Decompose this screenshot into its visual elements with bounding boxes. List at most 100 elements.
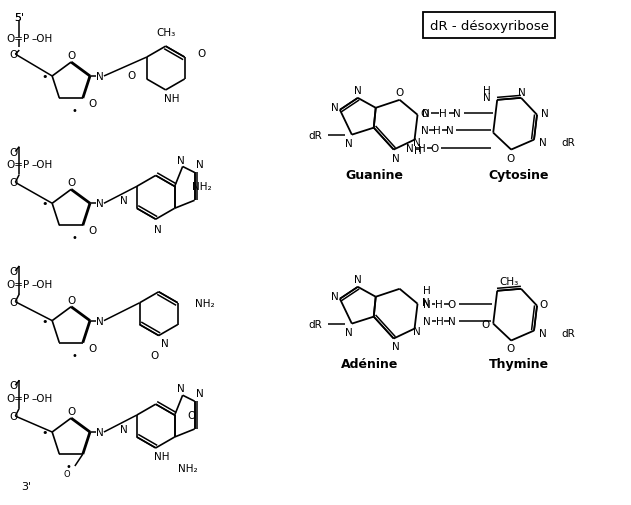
- Text: O: O: [430, 143, 439, 154]
- Text: H: H: [418, 143, 425, 154]
- Text: O: O: [9, 50, 18, 60]
- Text: Thymine: Thymine: [489, 357, 549, 370]
- Text: CH₃: CH₃: [156, 28, 175, 38]
- Text: O=P: O=P: [6, 34, 30, 44]
- Text: N: N: [452, 109, 460, 119]
- Text: NH₂: NH₂: [194, 298, 214, 308]
- Text: O: O: [127, 71, 136, 81]
- Text: N: N: [96, 316, 104, 326]
- Text: N: N: [445, 125, 453, 135]
- Text: N: N: [422, 297, 429, 307]
- Text: 3': 3': [21, 481, 32, 491]
- Text: 5': 5': [15, 13, 25, 23]
- Text: O: O: [9, 266, 18, 276]
- Text: H: H: [483, 86, 491, 96]
- Text: O: O: [506, 344, 514, 354]
- Text: N: N: [423, 316, 430, 326]
- Text: N: N: [539, 328, 547, 338]
- Text: N: N: [96, 199, 104, 209]
- Text: N: N: [413, 326, 420, 336]
- Text: Guanine: Guanine: [346, 169, 404, 182]
- Text: O: O: [187, 410, 196, 420]
- Text: O: O: [67, 295, 75, 305]
- Text: N: N: [392, 342, 399, 352]
- Text: •: •: [72, 106, 78, 116]
- Text: N: N: [345, 327, 353, 337]
- Text: CH₃: CH₃: [500, 276, 519, 286]
- Text: O: O: [481, 319, 489, 329]
- Text: N: N: [422, 109, 429, 119]
- Text: O: O: [89, 99, 97, 109]
- Text: H: H: [423, 285, 430, 295]
- Text: O: O: [67, 51, 75, 61]
- Text: N: N: [541, 109, 549, 119]
- Text: O: O: [9, 411, 18, 421]
- Text: H: H: [414, 145, 422, 155]
- Text: •: •: [41, 72, 47, 82]
- Text: O: O: [9, 147, 18, 157]
- Text: –OH: –OH: [32, 279, 52, 289]
- Text: O: O: [151, 351, 159, 361]
- Text: N: N: [406, 143, 413, 154]
- Text: N: N: [331, 291, 339, 301]
- Text: dR: dR: [561, 328, 575, 338]
- Text: O: O: [420, 109, 428, 119]
- Text: O: O: [9, 178, 18, 188]
- Text: dR: dR: [308, 130, 322, 140]
- Text: N: N: [413, 137, 420, 147]
- Text: O: O: [447, 299, 456, 309]
- Text: dR - désoxyribose: dR - désoxyribose: [430, 20, 549, 33]
- Text: NH: NH: [154, 451, 170, 461]
- Text: O=P: O=P: [6, 279, 30, 289]
- Text: N: N: [196, 160, 203, 170]
- Text: N: N: [177, 383, 184, 393]
- Text: •: •: [41, 199, 47, 209]
- Text: N: N: [96, 427, 104, 437]
- Text: N: N: [518, 88, 526, 97]
- Text: O: O: [67, 178, 75, 188]
- Text: •: •: [41, 316, 47, 326]
- Text: N: N: [161, 339, 168, 349]
- Text: –OH: –OH: [32, 34, 52, 44]
- Text: N: N: [177, 155, 184, 165]
- Text: N: N: [447, 316, 456, 326]
- Text: N: N: [96, 72, 104, 82]
- Text: H: H: [433, 125, 440, 135]
- Text: H: H: [439, 109, 446, 119]
- Text: O: O: [396, 88, 404, 97]
- Text: N: N: [421, 125, 428, 135]
- Text: N: N: [120, 196, 128, 206]
- Text: N: N: [354, 86, 362, 96]
- Text: O: O: [9, 380, 18, 390]
- Text: N: N: [392, 153, 399, 163]
- Text: •: •: [72, 233, 78, 243]
- Text: O: O: [539, 299, 547, 309]
- Text: N: N: [539, 137, 547, 147]
- Text: N: N: [345, 138, 353, 148]
- Text: N: N: [423, 299, 430, 309]
- Text: N: N: [120, 424, 128, 434]
- Text: N: N: [331, 103, 339, 113]
- Text: H: H: [435, 299, 442, 309]
- Text: O: O: [67, 407, 75, 416]
- Text: N: N: [154, 225, 162, 235]
- Text: O: O: [89, 343, 97, 353]
- Text: O: O: [9, 297, 18, 307]
- Text: NH: NH: [164, 93, 179, 104]
- Text: –OH: –OH: [32, 160, 52, 170]
- Text: –OH: –OH: [32, 393, 52, 403]
- Text: Adénine: Adénine: [341, 357, 398, 370]
- Text: H: H: [435, 316, 444, 326]
- Text: O=P: O=P: [6, 160, 30, 170]
- Text: O: O: [506, 153, 514, 163]
- Text: N: N: [354, 274, 362, 284]
- Text: •: •: [72, 350, 78, 360]
- Text: O: O: [198, 49, 206, 59]
- Text: O: O: [64, 470, 70, 479]
- Text: N: N: [196, 388, 203, 398]
- Text: •: •: [41, 427, 47, 437]
- Text: •: •: [66, 461, 72, 471]
- Text: N: N: [483, 93, 491, 103]
- Text: O: O: [89, 226, 97, 236]
- Text: Cytosine: Cytosine: [489, 169, 550, 182]
